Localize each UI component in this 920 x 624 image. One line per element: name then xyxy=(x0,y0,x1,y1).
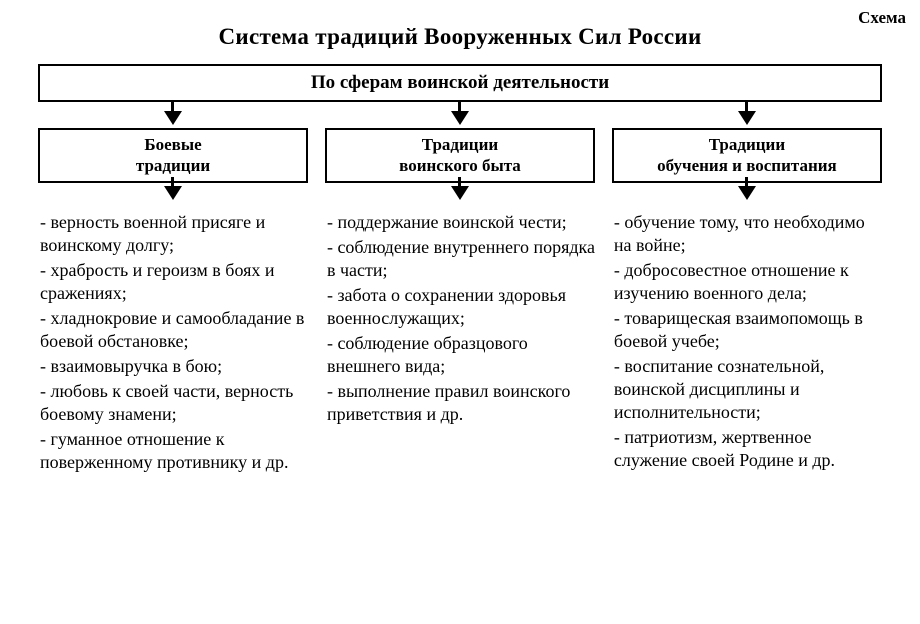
list-item: - взаимовыручка в бою; xyxy=(40,355,308,378)
list-item: - поддержание воинской чести; xyxy=(327,211,595,234)
branch-1: Традициивоинского быта - поддержание вои… xyxy=(325,108,595,476)
category-label: Боевыетрадиции xyxy=(136,134,210,177)
root-category-label: По сферам воинской деятельности xyxy=(311,72,609,93)
list-item: - забота о сохранении здоровья военнослу… xyxy=(327,284,595,330)
list-item: - воспитание сознательной, воинской дисц… xyxy=(614,355,882,424)
branches-row: Боевыетрадиции - верность военной присяг… xyxy=(38,102,882,476)
category-box-0: Боевыетрадиции xyxy=(38,128,308,183)
arrow-down-icon xyxy=(164,111,182,125)
list-item: - товарищеская взаимопомощь в боевой уче… xyxy=(614,307,882,353)
arrow-down-icon xyxy=(738,186,756,200)
list-item: - хладнокровие и самообладание в боевой … xyxy=(40,307,308,353)
branch-0: Боевыетрадиции - верность военной присяг… xyxy=(38,108,308,476)
arrow-down-icon xyxy=(738,111,756,125)
arrow-down-icon xyxy=(451,186,469,200)
list-item: - добросовестное отношение к изучению во… xyxy=(614,259,882,305)
list-item: - выполнение правил воинского приветстви… xyxy=(327,380,595,426)
category-box-2: Традицииобучения и воспитания xyxy=(612,128,882,183)
root-category-box: По сферам воинской деятельности xyxy=(38,64,882,102)
list-item: - соблюдение образцового внешнего вида; xyxy=(327,332,595,378)
arrow-down-icon xyxy=(164,186,182,200)
corner-label: Схема xyxy=(858,8,906,28)
list-item: - любовь к своей части, верность боевому… xyxy=(40,380,308,426)
list-item: - храбрость и героизм в боях и сражениях… xyxy=(40,259,308,305)
list-item: - верность военной присяге и воинскому д… xyxy=(40,211,308,257)
category-label: Традициивоинского быта xyxy=(399,134,521,177)
list-item: - соблюдение внутреннего порядка в части… xyxy=(327,236,595,282)
category-label: Традицииобучения и воспитания xyxy=(657,134,837,177)
list-item: - обучение тому, что необходимо на войне… xyxy=(614,211,882,257)
diagram-title: Система традиций Вооруженных Сил России xyxy=(24,24,896,50)
category-items-0: - верность военной присяге и воинскому д… xyxy=(38,211,308,476)
list-item: - гуманное отношение к поверженному прот… xyxy=(40,428,308,474)
branch-2: Традицииобучения и воспитания - обучение… xyxy=(612,108,882,476)
category-items-2: - обучение тому, что необходимо на войне… xyxy=(612,211,882,474)
category-box-1: Традициивоинского быта xyxy=(325,128,595,183)
list-item: - патриотизм, жертвенное служение своей … xyxy=(614,426,882,472)
arrow-down-icon xyxy=(451,111,469,125)
category-items-1: - поддержание воинской чести; - соблюден… xyxy=(325,211,595,428)
